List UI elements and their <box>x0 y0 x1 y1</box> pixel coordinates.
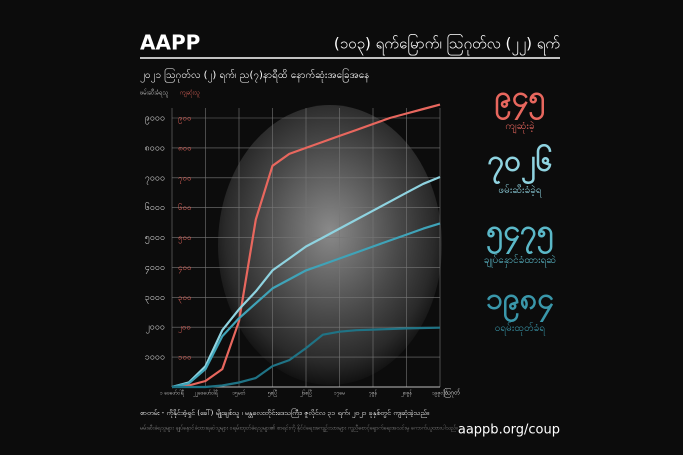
series-line <box>172 326 441 389</box>
stat-label: ဝရမ်းထုတ်ခံရ <box>495 321 546 336</box>
y2-axis-label: ကျဆုံးသူ <box>180 90 200 98</box>
source: စာတမ်း - ကိုနိုင်အံ့ရှင် (ခေါ်) မျိုးချစ… <box>140 408 429 418</box>
y-tick-label: ၆၀၀၀ <box>145 202 165 213</box>
y2-tick-label: ၃၀၀ <box>178 293 192 304</box>
y2-tick-label: ၂၀၀ <box>178 323 191 334</box>
series-line <box>171 175 441 389</box>
x-tick-label: ၂၈ဇွန် <box>401 391 412 397</box>
series-line <box>171 103 441 389</box>
y-tick-label: ၁၀၀၀ <box>145 353 165 363</box>
y-axis-label: ဖမ်းဆီးခံရသူ <box>140 89 169 98</box>
y-tick-label: ၂၀၀၀ <box>145 323 165 334</box>
title: (၁၀၃) ရက်မြောက်၊ ဩဂုတ်လ (၂၂) ရက် <box>334 34 560 56</box>
subtitle: ၂၀၂၁ ဩဂုတ်လ (၂) ရက်၊ ည(၇)နာရီထိ နောက်ဆုံ… <box>140 67 369 83</box>
portrait-photo <box>218 105 442 385</box>
stat-label: ချုပ်နှောင်ခံထားရဆဲ <box>484 253 556 268</box>
x-tick-label: ၁ ဖေဖော်ဝါရီ <box>160 391 185 397</box>
y2-tick-label: ၄၀၀ <box>178 263 192 274</box>
x-tick-label: ၁၇မေ <box>334 391 346 397</box>
y-tick-label: ၃၀၀၀ <box>145 293 165 304</box>
x-end-label: ဩဂုတ် <box>444 388 460 398</box>
series-line <box>171 222 441 389</box>
y-tick-label: ၉၀၀၀ <box>145 114 165 125</box>
x-tick-label: ၅ဧပြီ <box>268 390 278 397</box>
x-tick-label: ၁၉ဇူလိုင် <box>432 391 448 397</box>
url: aappb.org/coup <box>458 423 560 438</box>
y-tick-label: ၈၀၀၀ <box>145 143 165 153</box>
y2-tick-label: ၅၀၀ <box>178 233 192 244</box>
y2-tick-label: ၁၀၀ <box>178 353 192 362</box>
y-tick-label: ၅၀၀၀ <box>145 233 165 244</box>
x-tick-label: ၇ဇွန် <box>369 391 378 397</box>
x-tick-label: ၂၂ဖေဖော်ဝါရီ <box>193 391 219 397</box>
x-tick-label: ၂၆ဧပြီ <box>300 390 312 397</box>
y2-tick-label: ၇၀၀ <box>178 173 192 184</box>
y2-tick-label: ၆၀၀ <box>178 202 192 212</box>
x-tick-label: ၁၅မတ် <box>232 391 246 397</box>
note: မမ်းဆီးခံရသူများ ချုပ်နှောင်ခံထားရဆဲသူမျ… <box>140 424 458 433</box>
y-tick-label: ၇၀၀၀ <box>145 173 165 184</box>
y-tick-label: ၄၀၀၀ <box>145 263 165 274</box>
y2-tick-label: ၈၀၀ <box>178 143 192 152</box>
brand: AAPP <box>140 31 200 55</box>
stat-number: ၇၀၂၆ <box>487 142 552 186</box>
stat-label: ဖမ်းဆီးခံခဲ့ရ <box>498 183 541 198</box>
stat-label: ကျဆုံးခဲ့ <box>505 119 534 134</box>
y2-tick-label: ၉၀၀ <box>178 114 192 125</box>
